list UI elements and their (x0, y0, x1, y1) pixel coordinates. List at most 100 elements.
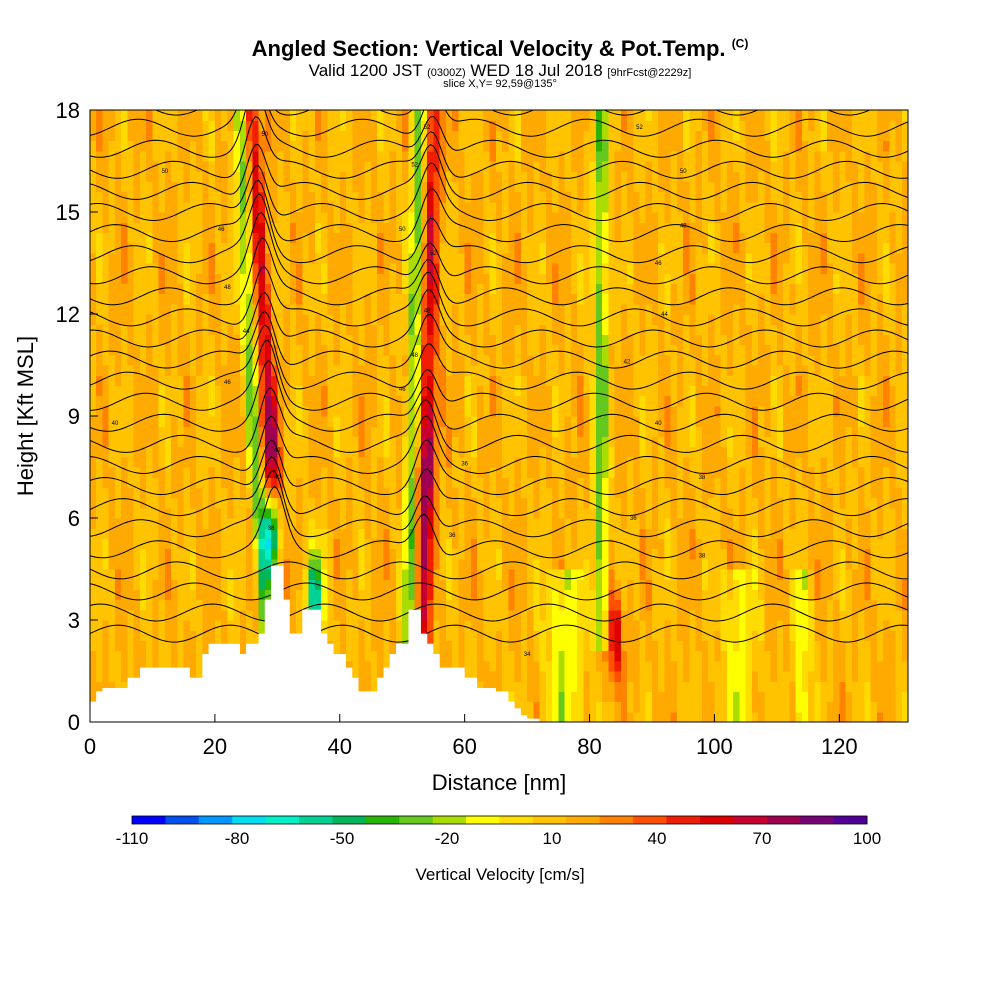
velocity-cell (396, 385, 403, 397)
velocity-cell (589, 558, 597, 570)
velocity-cell (602, 242, 609, 254)
velocity-cell (470, 171, 478, 182)
velocity-cell (183, 477, 191, 488)
velocity-cell (158, 181, 166, 193)
velocity-cell (333, 232, 341, 244)
velocity-cell (552, 405, 559, 417)
velocity-cell (595, 609, 603, 621)
velocity-cell (183, 446, 191, 458)
velocity-cell (533, 507, 541, 519)
velocity-cell (352, 436, 360, 448)
velocity-cell (583, 630, 591, 641)
velocity-cell (252, 558, 260, 570)
velocity-cell (458, 548, 466, 560)
velocity-cell (458, 395, 466, 407)
velocity-cell (252, 426, 260, 437)
velocity-cell (115, 283, 122, 295)
velocity-cell (164, 232, 172, 244)
velocity-cell (589, 467, 597, 478)
velocity-cell (495, 242, 503, 254)
velocity-cell (121, 589, 128, 601)
velocity-cell (158, 273, 166, 284)
velocity-cell (564, 252, 572, 264)
velocity-cell (339, 518, 347, 529)
velocity-cell (115, 222, 122, 233)
velocity-cell (208, 293, 216, 305)
velocity-cell (589, 436, 597, 448)
velocity-cell (364, 456, 372, 468)
velocity-cell (327, 558, 335, 570)
velocity-cell (452, 569, 459, 580)
velocity-cell (514, 497, 522, 509)
velocity-cell (464, 395, 472, 407)
velocity-cell (202, 589, 210, 601)
velocity-cell (221, 558, 228, 570)
velocity-cell (495, 191, 503, 203)
velocity-cell (539, 640, 547, 652)
velocity-cell (302, 436, 310, 448)
velocity-cell (308, 150, 316, 162)
velocity-cell (514, 293, 522, 305)
velocity-cell (414, 171, 422, 182)
velocity-cell (271, 110, 278, 121)
velocity-cell (102, 110, 110, 121)
velocity-cell (314, 334, 322, 346)
velocity-cell (252, 150, 260, 162)
velocity-cell (221, 252, 228, 264)
velocity-cell (196, 120, 203, 131)
velocity-cell (271, 477, 278, 488)
velocity-cell (583, 375, 591, 386)
velocity-cell (115, 263, 122, 274)
velocity-cell (595, 273, 603, 284)
velocity-cell (508, 365, 516, 376)
velocity-cell (252, 446, 260, 458)
velocity-cell (127, 263, 135, 274)
velocity-cell (296, 232, 303, 244)
velocity-cell (414, 446, 422, 458)
velocity-cell (358, 222, 366, 233)
velocity-cell (333, 569, 341, 580)
velocity-cell (358, 446, 366, 458)
velocity-cell (377, 110, 384, 121)
velocity-cell (108, 293, 116, 305)
velocity-cell (333, 171, 341, 182)
velocity-cell (595, 660, 603, 672)
velocity-cell (102, 293, 110, 305)
velocity-cell (589, 150, 597, 162)
velocity-cell (171, 436, 178, 448)
velocity-cell (239, 416, 247, 427)
velocity-cell (102, 120, 110, 131)
velocity-cell (520, 120, 528, 131)
velocity-cell (445, 548, 453, 560)
velocity-cell (570, 538, 578, 550)
velocity-cell (258, 446, 266, 458)
velocity-cell (364, 232, 372, 244)
velocity-cell (433, 630, 441, 641)
velocity-cell (445, 446, 453, 458)
velocity-cell (302, 487, 310, 499)
velocity-cell (595, 263, 603, 274)
velocity-cell (158, 405, 166, 417)
velocity-cell (189, 222, 197, 233)
velocity-cell (321, 191, 328, 203)
velocity-cell (96, 609, 103, 621)
velocity-cell (333, 181, 341, 193)
velocity-cell (458, 660, 466, 672)
velocity-cell (583, 344, 591, 356)
velocity-cell (239, 528, 247, 539)
velocity-cell (527, 630, 534, 641)
velocity-cell (202, 416, 210, 427)
velocity-cell (583, 538, 591, 550)
velocity-cell (458, 232, 466, 244)
velocity-cell (227, 293, 235, 305)
velocity-cell (196, 405, 203, 417)
velocity-cell (208, 467, 216, 478)
velocity-cell (520, 395, 528, 407)
velocity-cell (552, 436, 559, 448)
velocity-cell (102, 130, 110, 142)
velocity-cell (264, 497, 272, 509)
velocity-cell (577, 150, 584, 162)
velocity-cell (408, 365, 416, 376)
velocity-cell (477, 609, 484, 621)
velocity-cell (333, 579, 341, 590)
